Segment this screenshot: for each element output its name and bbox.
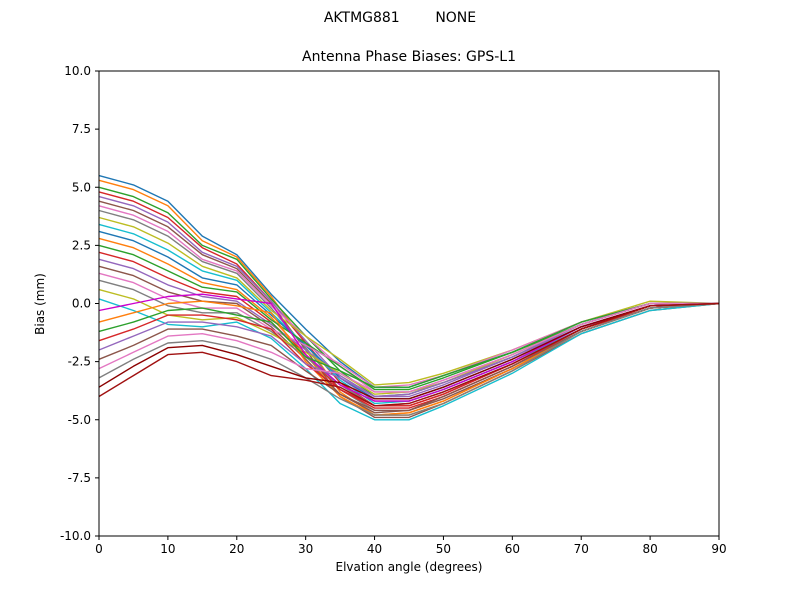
y-tick-label: 5.0: [72, 180, 91, 194]
y-tick-label: -10.0: [60, 529, 91, 543]
figure-suptitle: AKTMG881 NONE: [323, 10, 477, 26]
series-line: [98, 186, 719, 398]
x-tick-label: 40: [367, 542, 382, 556]
chart-title: Antenna Phase Biases: GPS-L1: [302, 49, 516, 65]
y-tick-label: -2.5: [68, 355, 91, 369]
y-axis-label: Bias (mm): [33, 273, 47, 335]
series-line: [98, 302, 720, 412]
series-line: [98, 302, 719, 398]
x-tick-label: 0: [95, 542, 103, 556]
x-tick-label: 80: [642, 542, 657, 556]
series-line: [98, 302, 719, 388]
series-line: [98, 302, 719, 393]
x-tick-label: 20: [229, 542, 244, 556]
x-tick-label: 90: [711, 542, 726, 556]
y-tick-label: 10.0: [64, 64, 91, 78]
series-line: [98, 258, 720, 398]
x-axis-label: Elvation angle (degrees): [335, 560, 483, 574]
x-tick-label: 70: [574, 542, 589, 556]
series-line: [98, 174, 719, 388]
y-tick-label: -5.0: [68, 413, 91, 427]
x-tick-label: 30: [298, 542, 313, 556]
series-line: [98, 302, 720, 407]
x-tick-label: 10: [160, 542, 175, 556]
series-line: [98, 244, 719, 391]
x-tick-label: 50: [436, 542, 451, 556]
series-line: [98, 302, 720, 400]
x-tick-label: 60: [505, 542, 520, 556]
y-tick-label: 2.5: [72, 238, 91, 252]
series-line: [98, 272, 719, 388]
axes-frame: [98, 70, 720, 537]
y-tick-label: 0.0: [72, 297, 91, 311]
series-line: [98, 298, 720, 421]
y-tick-label: -7.5: [68, 471, 91, 485]
y-tick-label: 7.5: [72, 122, 91, 136]
series-line: [98, 302, 720, 416]
